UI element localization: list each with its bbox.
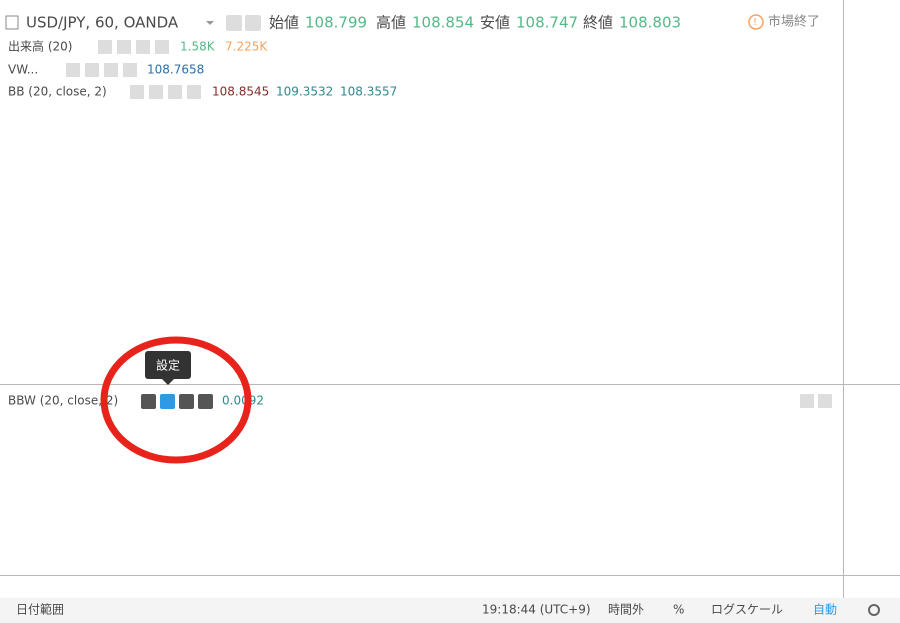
move-up-icon[interactable] bbox=[800, 394, 814, 408]
collapse-icon[interactable] bbox=[5, 15, 19, 30]
eye-icon[interactable] bbox=[226, 15, 242, 31]
settings-icon[interactable] bbox=[245, 15, 261, 31]
tooltip bbox=[145, 351, 191, 379]
settings-icon[interactable] bbox=[149, 85, 163, 99]
eye-icon[interactable] bbox=[98, 40, 112, 54]
highlight-circle bbox=[100, 336, 252, 464]
market-status: 市場終了 bbox=[768, 14, 820, 30]
ohlc-label: 高値 bbox=[376, 14, 406, 32]
eye-icon[interactable] bbox=[130, 85, 144, 99]
bb-value: 108.3557 bbox=[340, 85, 397, 99]
close-icon[interactable] bbox=[198, 394, 213, 409]
ohlc-value: 108.799 bbox=[305, 14, 367, 32]
add-icon[interactable] bbox=[104, 63, 118, 77]
vwma-value: 108.7658 bbox=[147, 63, 204, 77]
add-icon[interactable] bbox=[179, 394, 194, 409]
bb-value: 109.3532 bbox=[276, 85, 333, 99]
eye-icon[interactable] bbox=[66, 63, 80, 77]
ohlc-label: 終値 bbox=[583, 14, 613, 32]
move-down-icon[interactable] bbox=[818, 394, 832, 408]
clock: 19:18:44 (UTC+9) bbox=[482, 603, 591, 617]
percent-toggle[interactable]: % bbox=[673, 603, 684, 617]
ohlc-value: 108.854 bbox=[412, 14, 474, 32]
vwma-legend: VW... bbox=[8, 63, 38, 77]
status-icon-mark: ! bbox=[753, 17, 757, 28]
status-icon bbox=[748, 14, 764, 30]
settings-icon[interactable] bbox=[160, 394, 175, 409]
dropdown-icon[interactable] bbox=[206, 21, 214, 25]
bbw-value: 0.0092 bbox=[222, 394, 264, 408]
ohlc-value: 108.803 bbox=[619, 14, 681, 32]
log-toggle[interactable]: ログスケール bbox=[711, 603, 783, 617]
add-icon[interactable] bbox=[136, 40, 150, 54]
close-icon[interactable] bbox=[155, 40, 169, 54]
volume-legend: 出来高 (20) bbox=[8, 39, 72, 54]
session[interactable]: 時間外 bbox=[608, 603, 644, 617]
tooltip-text: 設定 bbox=[156, 358, 180, 373]
bottom-toolbar bbox=[0, 598, 900, 623]
auto-toggle[interactable]: 自動 bbox=[813, 603, 837, 617]
ohlc-label: 安値 bbox=[480, 14, 510, 32]
close-icon[interactable] bbox=[123, 63, 137, 77]
settings-icon[interactable] bbox=[868, 604, 880, 616]
tooltip-arrow bbox=[162, 379, 174, 385]
symbol: USD/JPY, 60, OANDA bbox=[26, 14, 179, 32]
settings-icon[interactable] bbox=[85, 63, 99, 77]
close-icon[interactable] bbox=[187, 85, 201, 99]
ohlc-value: 108.747 bbox=[516, 14, 578, 32]
date-range[interactable]: 日付範囲 bbox=[16, 602, 64, 617]
eye-icon[interactable] bbox=[141, 394, 156, 409]
volume-value: 1.58K bbox=[180, 40, 216, 54]
bb-legend: BB (20, close, 2) bbox=[8, 85, 107, 99]
bb-value: 108.8545 bbox=[212, 85, 269, 99]
volume-ma-value: 7.225K bbox=[225, 40, 268, 54]
bbw-legend: BBW (20, close, 2) bbox=[8, 394, 118, 408]
ohlc-label: 始値 bbox=[269, 14, 299, 32]
settings-icon[interactable] bbox=[117, 40, 131, 54]
add-icon[interactable] bbox=[168, 85, 182, 99]
